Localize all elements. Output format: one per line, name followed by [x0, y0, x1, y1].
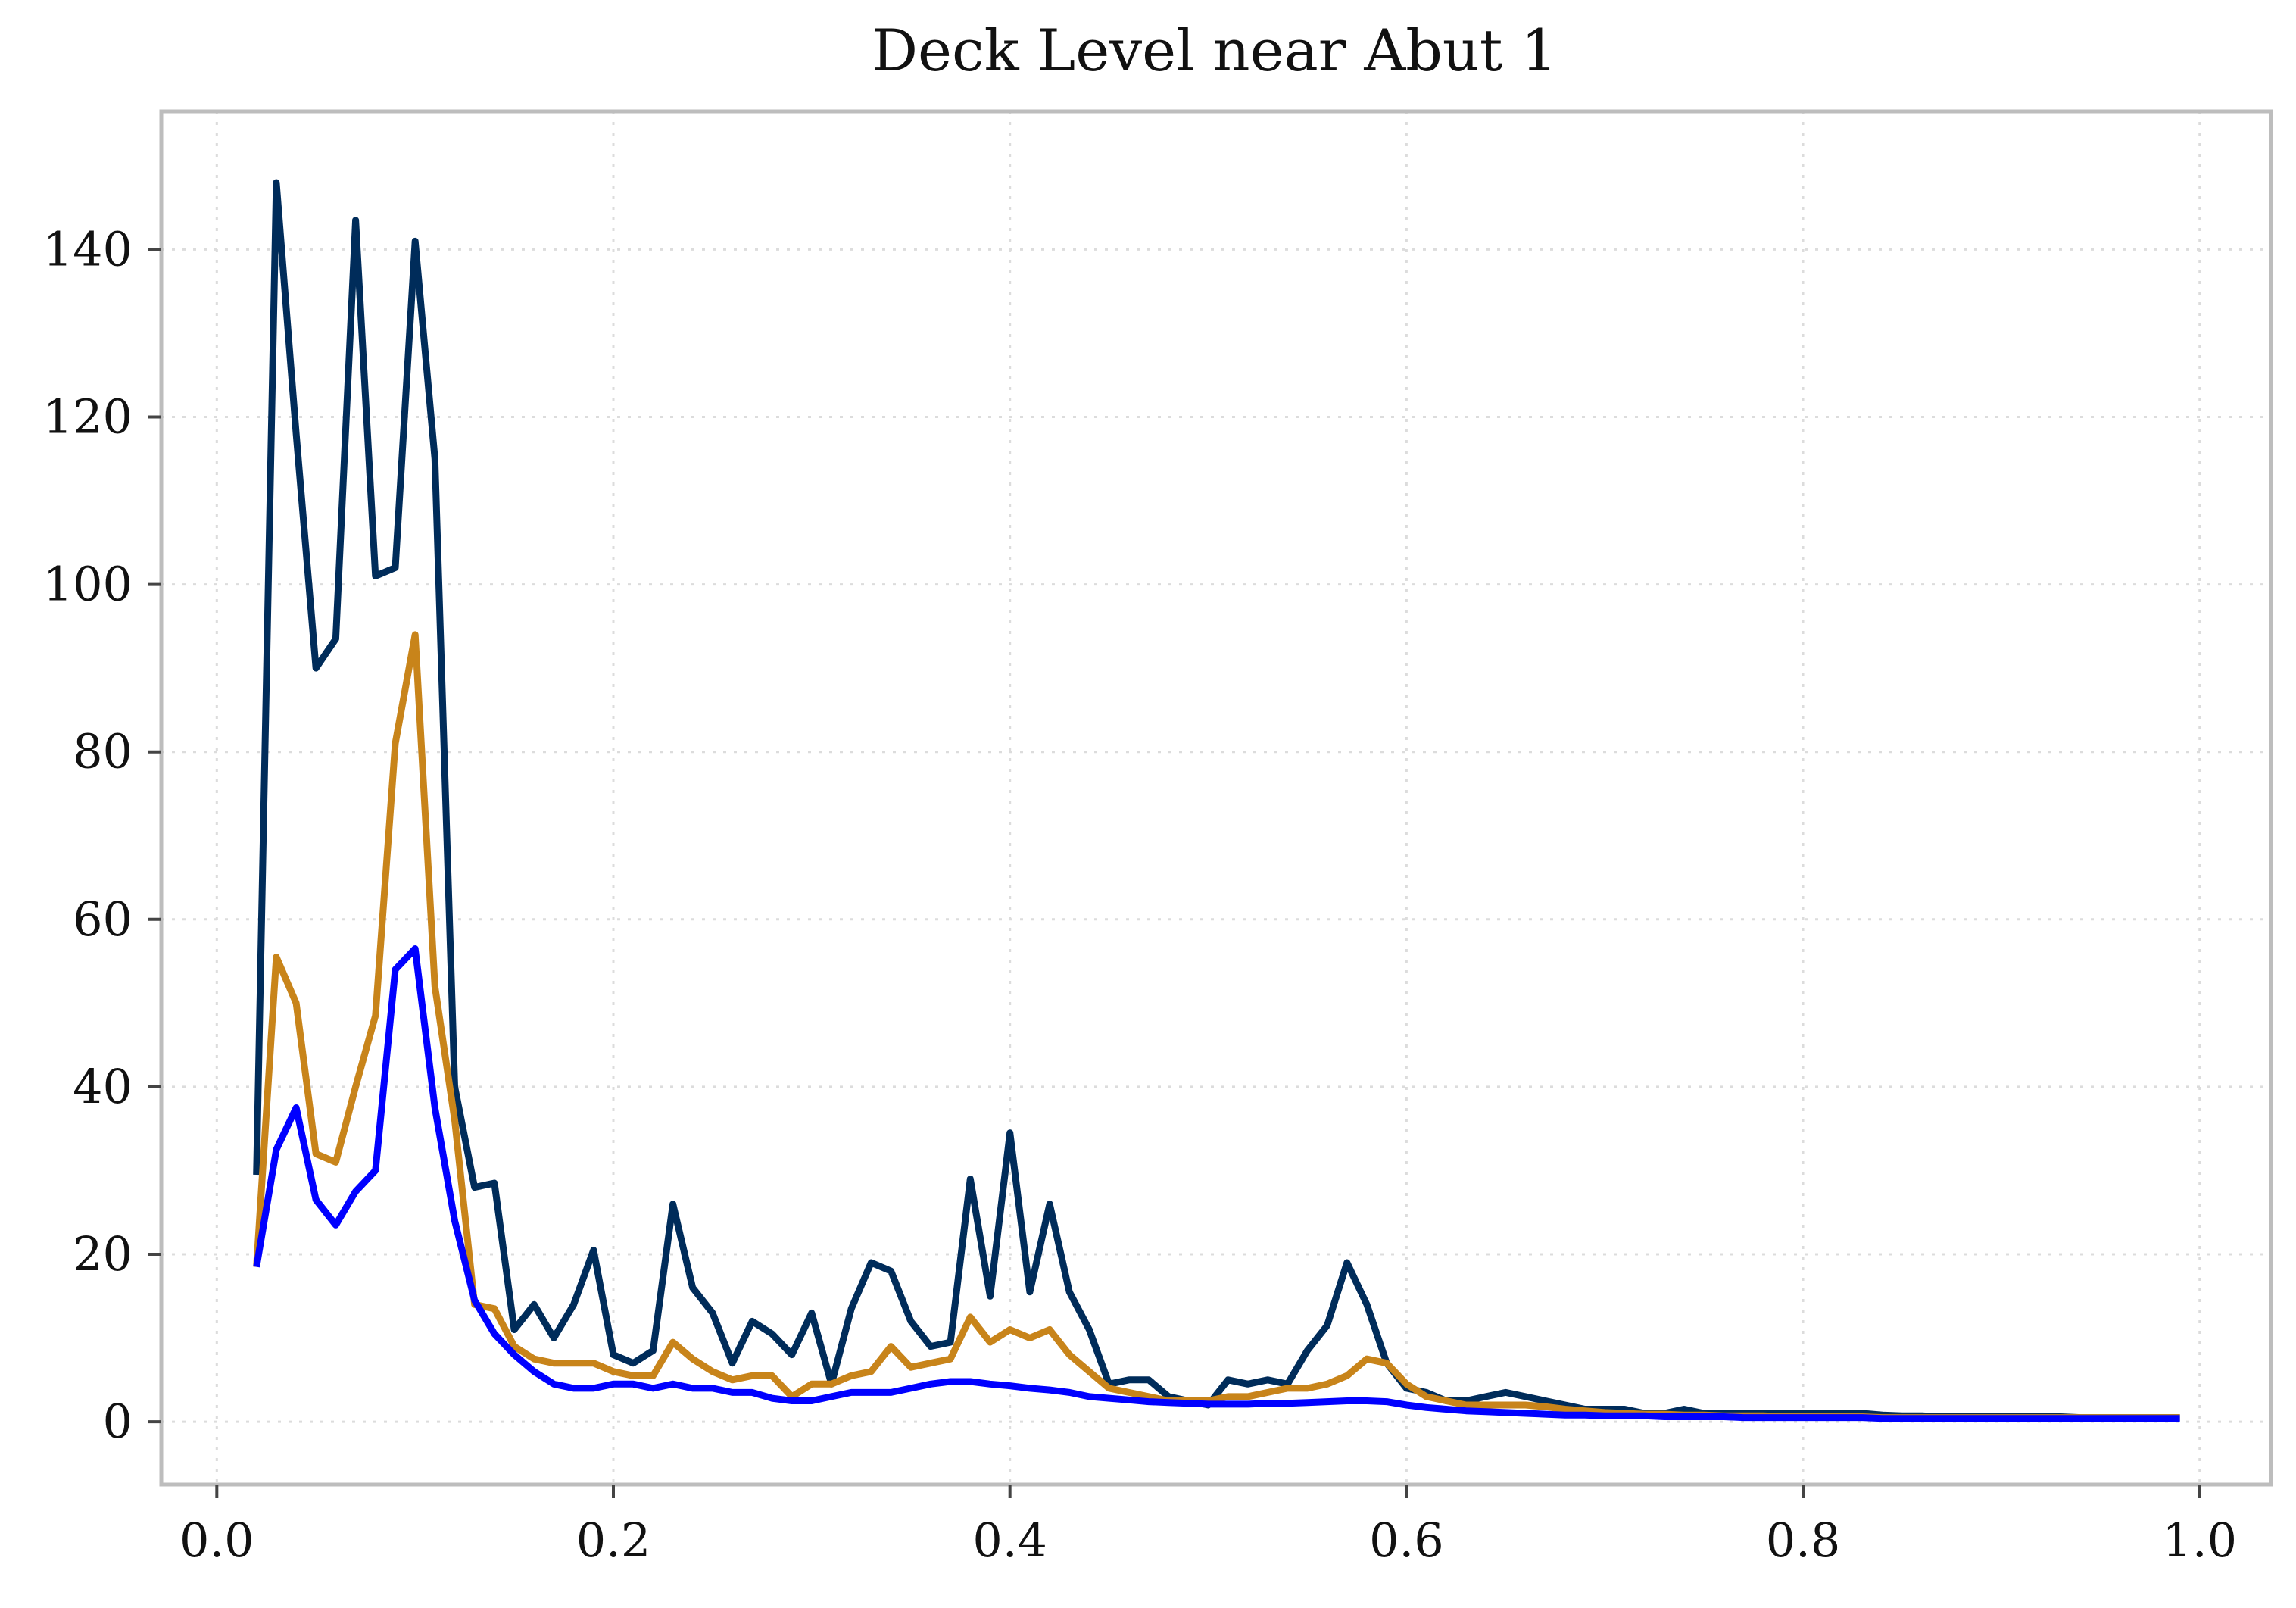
series-lines — [253, 179, 2180, 1422]
y-tick-label: 20 — [73, 1226, 133, 1282]
x-tick-label: 0.0 — [179, 1513, 254, 1568]
grid-lines — [161, 111, 2271, 1485]
x-tick-label: 0.6 — [1369, 1513, 1444, 1568]
plot-frame — [159, 109, 2273, 1487]
axis-ticks: 0.0 0.2 0.4 0.6 0.8 1.0 0 20 40 60 80 100 120 140 — [43, 221, 2237, 1568]
series-line-3 — [253, 945, 2180, 1422]
y-tick-label: 100 — [43, 557, 133, 612]
x-tick-label: 0.8 — [1766, 1513, 1841, 1568]
y-tick-label: 140 — [43, 221, 133, 276]
y-tick-label: 80 — [73, 724, 133, 779]
y-tick-label: 60 — [73, 891, 133, 947]
x-tick-label: 0.4 — [972, 1513, 1047, 1568]
y-tick-label: 40 — [73, 1059, 133, 1114]
x-tick-label: 0.2 — [576, 1513, 651, 1568]
x-tick-label: 1.0 — [2162, 1513, 2237, 1568]
y-tick-label: 0 — [103, 1394, 133, 1449]
y-tick-label: 120 — [43, 389, 133, 445]
chart-title: Deck Level near Abut 1 — [872, 17, 1558, 84]
